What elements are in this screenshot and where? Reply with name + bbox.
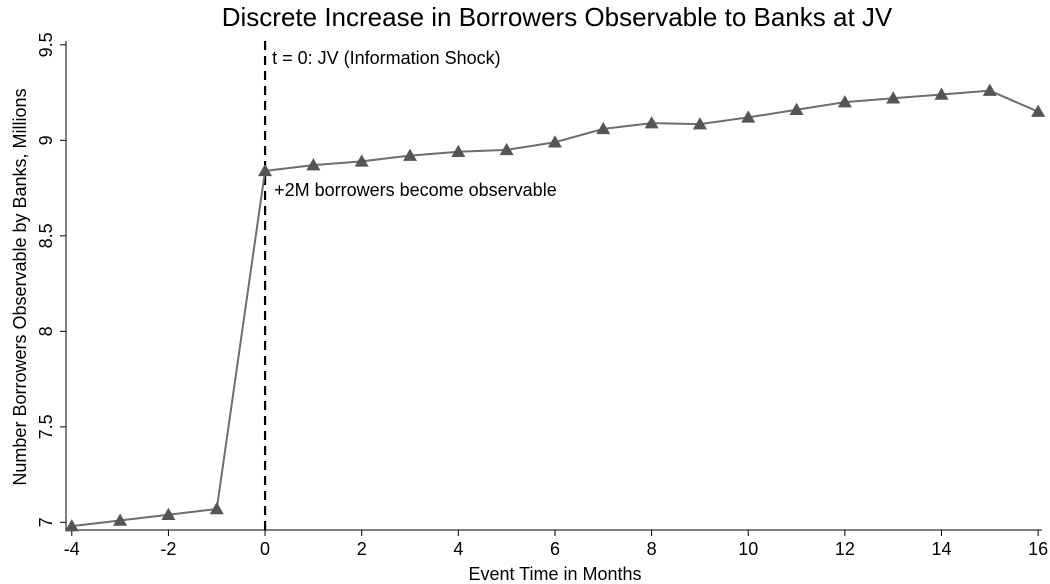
marker bbox=[306, 158, 321, 171]
y-tick-label: 8 bbox=[36, 326, 56, 336]
marker bbox=[113, 513, 128, 526]
marker bbox=[403, 148, 418, 161]
x-tick-label: -2 bbox=[160, 539, 176, 559]
marker bbox=[354, 154, 369, 167]
marker bbox=[451, 144, 466, 158]
chart-title: Discrete Increase in Borrowers Observabl… bbox=[222, 2, 893, 32]
marker bbox=[547, 135, 562, 148]
marker bbox=[64, 519, 79, 532]
x-tick-label: 14 bbox=[931, 539, 951, 559]
y-tick-label: 7 bbox=[36, 517, 56, 527]
x-tick-label: 10 bbox=[738, 539, 758, 559]
x-tick-label: 4 bbox=[453, 539, 463, 559]
y-tick-label: 9.5 bbox=[36, 32, 56, 57]
x-axis-label: Event Time in Months bbox=[468, 564, 641, 584]
marker bbox=[1031, 104, 1046, 117]
marker bbox=[886, 91, 901, 104]
marker bbox=[499, 142, 514, 156]
x-tick-label: 8 bbox=[647, 539, 657, 559]
y-tick-label: 7.5 bbox=[36, 414, 56, 439]
marker bbox=[741, 110, 756, 123]
marker bbox=[644, 116, 659, 129]
x-tick-label: 2 bbox=[357, 539, 367, 559]
annotation: +2M borrowers become observable bbox=[274, 180, 557, 200]
marker bbox=[596, 121, 611, 135]
marker bbox=[258, 163, 273, 177]
x-tick-label: 12 bbox=[835, 539, 855, 559]
y-tick-label: 9 bbox=[36, 135, 56, 145]
y-axis-label: Number Borrowers Observable by Banks, Mi… bbox=[10, 88, 30, 485]
marker bbox=[789, 102, 804, 116]
line bbox=[71, 89, 1039, 528]
x-tick-label: 16 bbox=[1028, 539, 1048, 559]
marker bbox=[692, 117, 707, 130]
x-tick-label: -4 bbox=[64, 539, 80, 559]
marker bbox=[934, 87, 949, 100]
x-tick-label: 0 bbox=[260, 539, 270, 559]
marker bbox=[837, 95, 852, 108]
y-tick-label: 8.5 bbox=[36, 223, 56, 248]
marker bbox=[161, 507, 176, 520]
event-label: t = 0: JV (Information Shock) bbox=[272, 48, 501, 68]
marker bbox=[209, 501, 224, 515]
marker bbox=[982, 83, 997, 96]
x-tick-label: 6 bbox=[550, 539, 560, 559]
